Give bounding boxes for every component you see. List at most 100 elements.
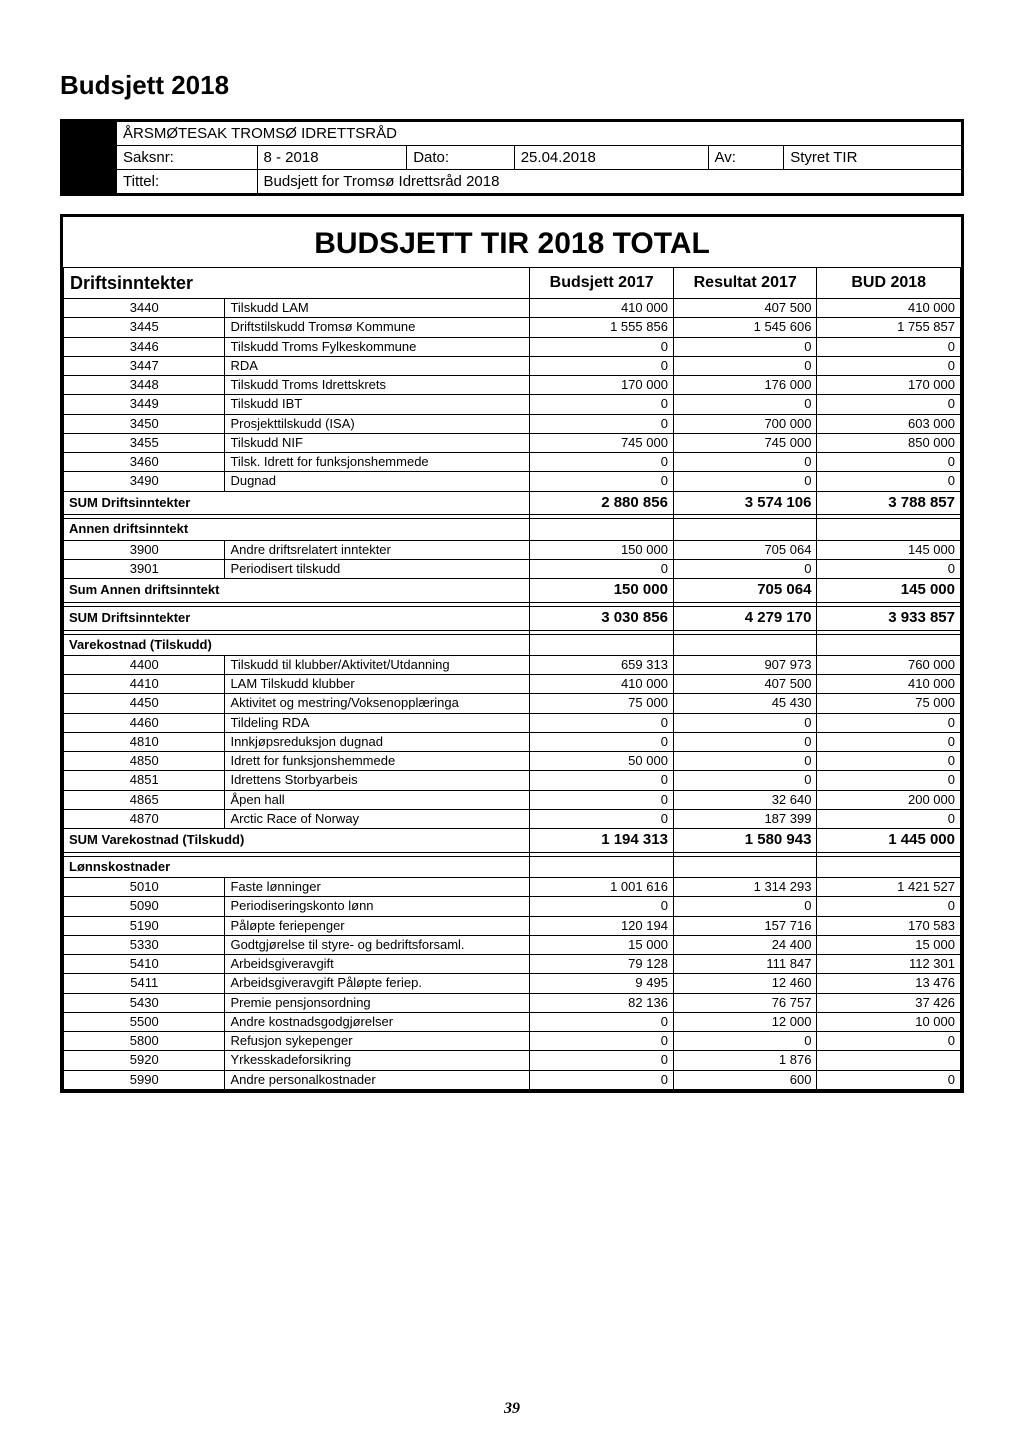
account-desc: RDA xyxy=(225,356,530,375)
table-row: 3440Tilskudd LAM410 000407 500410 000 xyxy=(64,299,961,318)
sum-drift-v3: 3 788 857 xyxy=(817,491,961,515)
account-code: 5500 xyxy=(64,1012,225,1031)
value-budsjett-2017: 150 000 xyxy=(530,540,674,559)
account-code: 3448 xyxy=(64,376,225,395)
table-row: 5090Periodiseringskonto lønn000 xyxy=(64,897,961,916)
value-budsjett-2017: 0 xyxy=(530,1051,674,1070)
value-resultat-2017: 12 460 xyxy=(673,974,817,993)
account-desc: Periodisert tilskudd xyxy=(225,559,530,578)
value-bud-2018: 0 xyxy=(817,395,961,414)
page-number: 39 xyxy=(0,1400,1024,1418)
table-row: 3901Periodisert tilskudd000 xyxy=(64,559,961,578)
value-bud-2018: 603 000 xyxy=(817,414,961,433)
value-budsjett-2017: 0 xyxy=(530,414,674,433)
account-desc: Prosjekttilskudd (ISA) xyxy=(225,414,530,433)
table-row: 3449Tilskudd IBT000 xyxy=(64,395,961,414)
value-resultat-2017: 12 000 xyxy=(673,1012,817,1031)
account-code: 5430 xyxy=(64,993,225,1012)
sum-annen-v1: 150 000 xyxy=(530,579,674,603)
section-varekostnad: Varekostnad (Tilskudd) xyxy=(64,634,530,655)
table-row: 4450Aktivitet og mestring/Voksenopplærin… xyxy=(64,694,961,713)
account-desc: Andre driftsrelatert inntekter xyxy=(225,540,530,559)
col-budsjett-2017: Budsjett 2017 xyxy=(530,267,674,299)
value-bud-2018: 1 421 527 xyxy=(817,878,961,897)
value-budsjett-2017: 1 555 856 xyxy=(530,318,674,337)
account-desc: Tilskudd til klubber/Aktivitet/Utdanning xyxy=(225,655,530,674)
table-row: 3448Tilskudd Troms Idrettskrets170 00017… xyxy=(64,376,961,395)
value-bud-2018: 170 000 xyxy=(817,376,961,395)
value-resultat-2017: 0 xyxy=(673,453,817,472)
account-code: 3440 xyxy=(64,299,225,318)
value-resultat-2017: 705 064 xyxy=(673,540,817,559)
saksnr-value: 8 - 2018 xyxy=(257,146,407,170)
dato-value: 25.04.2018 xyxy=(514,146,708,170)
account-code: 4870 xyxy=(64,809,225,828)
value-budsjett-2017: 0 xyxy=(530,1012,674,1031)
account-desc: Innkjøpsreduksjon dugnad xyxy=(225,732,530,751)
account-code: 3450 xyxy=(64,414,225,433)
table-row: 3455Tilskudd NIF745 000745 000850 000 xyxy=(64,433,961,452)
table-row: 5500Andre kostnadsgodgjørelser012 00010 … xyxy=(64,1012,961,1031)
table-row: 3447RDA000 xyxy=(64,356,961,375)
value-resultat-2017: 24 400 xyxy=(673,935,817,954)
value-budsjett-2017: 0 xyxy=(530,395,674,414)
value-resultat-2017: 907 973 xyxy=(673,655,817,674)
table-row: 5010Faste lønninger1 001 6161 314 2931 4… xyxy=(64,878,961,897)
sum-varekost-v3: 1 445 000 xyxy=(817,829,961,853)
value-resultat-2017: 0 xyxy=(673,732,817,751)
table-row: 5411Arbeidsgiveravgift Påløpte feriep.9 … xyxy=(64,974,961,993)
section-driftsinntekter: Driftsinntekter xyxy=(64,267,530,299)
account-code: 4400 xyxy=(64,655,225,674)
sum-drift2-v3: 3 933 857 xyxy=(817,606,961,630)
section-annen-driftsinntekt: Annen driftsinntekt xyxy=(64,519,530,540)
value-resultat-2017: 76 757 xyxy=(673,993,817,1012)
value-budsjett-2017: 0 xyxy=(530,1032,674,1051)
account-code: 5010 xyxy=(64,878,225,897)
account-code: 5990 xyxy=(64,1070,225,1089)
value-bud-2018: 75 000 xyxy=(817,694,961,713)
account-desc: Idrett for funksjonshemmede xyxy=(225,752,530,771)
value-budsjett-2017: 0 xyxy=(530,472,674,491)
value-budsjett-2017: 120 194 xyxy=(530,916,674,935)
value-resultat-2017: 407 500 xyxy=(673,675,817,694)
page-title: Budsjett 2018 xyxy=(60,70,964,101)
account-desc: Tilskudd IBT xyxy=(225,395,530,414)
value-resultat-2017: 0 xyxy=(673,897,817,916)
account-desc: Dugnad xyxy=(225,472,530,491)
col-bud-2018: BUD 2018 xyxy=(817,267,961,299)
account-desc: Arbeidsgiveravgift xyxy=(225,955,530,974)
value-bud-2018: 0 xyxy=(817,713,961,732)
account-code: 5411 xyxy=(64,974,225,993)
sum-varekost-v1: 1 194 313 xyxy=(530,829,674,853)
account-desc: Idrettens Storbyarbeis xyxy=(225,771,530,790)
sum-drift2-v1: 3 030 856 xyxy=(530,606,674,630)
sum-drift2-label: SUM Driftsinntekter xyxy=(64,606,530,630)
value-resultat-2017: 700 000 xyxy=(673,414,817,433)
value-bud-2018: 10 000 xyxy=(817,1012,961,1031)
value-resultat-2017: 0 xyxy=(673,752,817,771)
account-code: 3455 xyxy=(64,433,225,452)
table-row: 3490Dugnad000 xyxy=(64,472,961,491)
sum-drift-v1: 2 880 856 xyxy=(530,491,674,515)
account-code: 3460 xyxy=(64,453,225,472)
value-bud-2018: 760 000 xyxy=(817,655,961,674)
account-desc: Tilskudd Troms Fylkeskommune xyxy=(225,337,530,356)
sum-drift2-v2: 4 279 170 xyxy=(673,606,817,630)
value-budsjett-2017: 15 000 xyxy=(530,935,674,954)
account-code: 4851 xyxy=(64,771,225,790)
value-bud-2018: 0 xyxy=(817,732,961,751)
value-bud-2018: 1 755 857 xyxy=(817,318,961,337)
value-bud-2018: 0 xyxy=(817,559,961,578)
account-code: 4810 xyxy=(64,732,225,751)
account-code: 4460 xyxy=(64,713,225,732)
table-row: 4400Tilskudd til klubber/Aktivitet/Utdan… xyxy=(64,655,961,674)
account-code: 3901 xyxy=(64,559,225,578)
account-code: 5190 xyxy=(64,916,225,935)
account-desc: Tilskudd Troms Idrettskrets xyxy=(225,376,530,395)
sum-drift-v2: 3 574 106 xyxy=(673,491,817,515)
value-budsjett-2017: 0 xyxy=(530,897,674,916)
value-budsjett-2017: 745 000 xyxy=(530,433,674,452)
value-budsjett-2017: 0 xyxy=(530,559,674,578)
account-desc: Arctic Race of Norway xyxy=(225,809,530,828)
account-code: 4410 xyxy=(64,675,225,694)
